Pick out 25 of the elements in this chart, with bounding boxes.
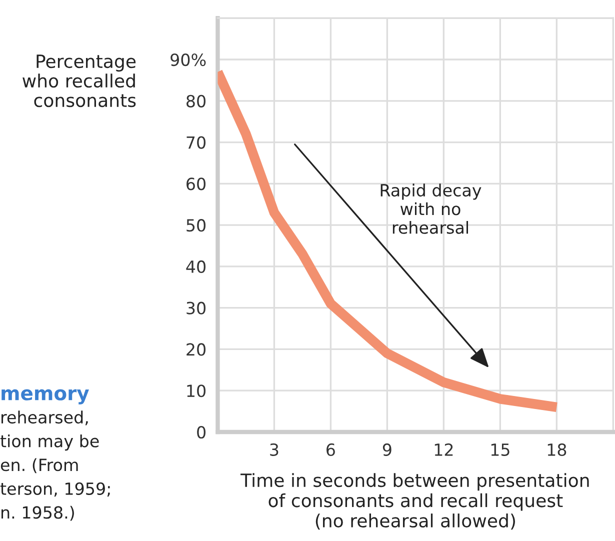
x-tick-label: 6 xyxy=(326,443,335,456)
x-axis-title: Time in seconds between presentation of consonants and recall request (no rehearsal allowed) xyxy=(240,473,589,530)
y-tick-label: 20 xyxy=(186,343,206,356)
annotation: Rapid decay with no rehearsal xyxy=(380,184,482,234)
y-tick-label: 40 xyxy=(186,260,206,274)
x-tick-label: 9 xyxy=(382,443,392,456)
y-tick-label: 60 xyxy=(186,178,206,190)
text: rehearsed, xyxy=(2,410,88,426)
x-tick-label: 15 xyxy=(491,444,510,456)
y-tick-label: 30 xyxy=(186,302,206,314)
y-tick-label: 80 xyxy=(186,94,206,108)
text: terson, 1959; xyxy=(0,482,110,497)
y-tick-label: 70 xyxy=(186,136,206,149)
y-tick-label: 90% xyxy=(170,53,206,66)
x-tick-label: 12 xyxy=(434,443,453,456)
y-tick-label: 10 xyxy=(187,384,206,398)
y-tick-label: 50 xyxy=(186,219,206,232)
x-tick-label: 18 xyxy=(548,443,566,456)
y-axis-title: Percentage who recalled consonants xyxy=(22,54,136,108)
x-tick-label: 3 xyxy=(270,443,278,456)
text: tion may be xyxy=(0,434,99,451)
text: n. 1958.) xyxy=(2,506,74,521)
y-tick-label: 0 xyxy=(197,426,206,439)
text: en. (From xyxy=(0,458,78,474)
text: memory xyxy=(2,389,89,404)
